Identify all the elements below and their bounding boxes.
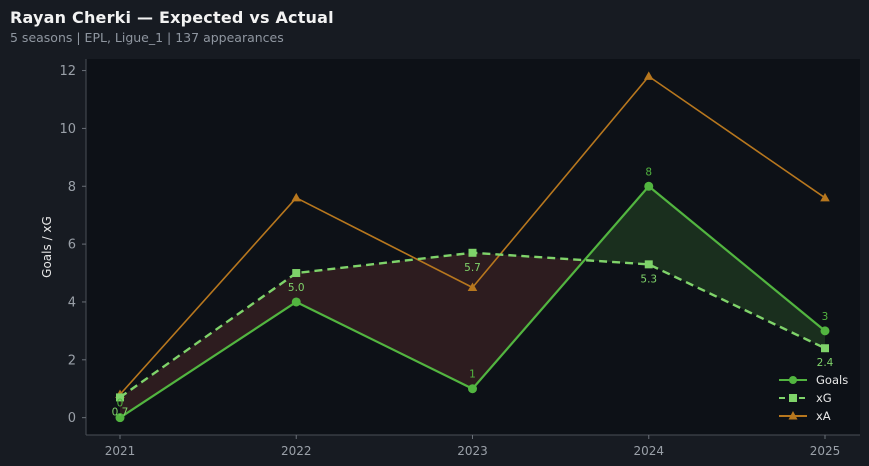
x-tick-label: 2024 [633, 444, 664, 458]
goals-data-label: 3 [822, 311, 829, 323]
xa-point [467, 282, 478, 291]
xg-data-label: 5.0 [288, 282, 305, 294]
xg-point [292, 269, 301, 278]
legend-xa-label: xA [816, 409, 831, 423]
legend-xg-marker [789, 394, 797, 402]
x-tick-label: 2021 [105, 444, 136, 458]
xg-point [821, 344, 829, 353]
goals-point [291, 297, 301, 307]
y-tick-label: 4 [68, 295, 76, 310]
overperformance-area [584, 186, 825, 349]
legend-goals-label: Goals [816, 373, 848, 387]
x-tick-label: 2023 [457, 444, 488, 458]
y-tick-label: 6 [68, 238, 76, 253]
x-tick-label: 2022 [281, 444, 312, 458]
goals-point [468, 384, 477, 394]
x-tick-label: 2025 [810, 444, 841, 458]
y-tick-label: 10 [59, 122, 76, 137]
data-labels: 0 1 8 3 0.7 5.0 5.7 5.3 2.4 [112, 166, 834, 418]
y-tick-label: 0 [68, 411, 76, 426]
chart-title: Rayan Cherki — Expected vs Actual [10, 8, 334, 27]
goals-point [644, 181, 654, 191]
y-tick-label: 8 [68, 180, 76, 195]
goals-data-label: 0 [117, 398, 124, 410]
y-tick-label: 12 [59, 64, 76, 79]
y-tick-label: 2 [68, 353, 76, 368]
series-layer [115, 71, 830, 423]
goals-data-label: 8 [645, 166, 652, 178]
xa-point [820, 192, 830, 202]
xg-point [468, 248, 477, 257]
legend-goals-marker [789, 376, 797, 384]
goals-data-label: 1 [469, 369, 476, 381]
legend: Goals xG xA [779, 373, 848, 423]
goals-point [115, 413, 125, 423]
underperformance-area [120, 252, 585, 418]
chart-header: Rayan Cherki — Expected vs Actual 5 seas… [10, 6, 334, 45]
xg-point [644, 260, 653, 269]
xa-point [643, 71, 654, 80]
fill-layer [120, 186, 825, 418]
goals-point [820, 326, 830, 336]
xg-point [116, 393, 124, 402]
xg-data-label: 0.7 [112, 406, 129, 418]
xa-point [291, 192, 302, 202]
y-axis-label: Goals / xG [40, 216, 54, 278]
chart-subtitle: 5 seasons | EPL, Ligue_1 | 137 appearanc… [10, 30, 284, 45]
xg-data-label: 2.4 [817, 357, 834, 369]
xg-data-label: 5.7 [464, 262, 481, 274]
legend-xg-label: xG [816, 391, 832, 405]
xg-data-label: 5.3 [640, 273, 657, 285]
legend-xa-marker [788, 411, 798, 420]
